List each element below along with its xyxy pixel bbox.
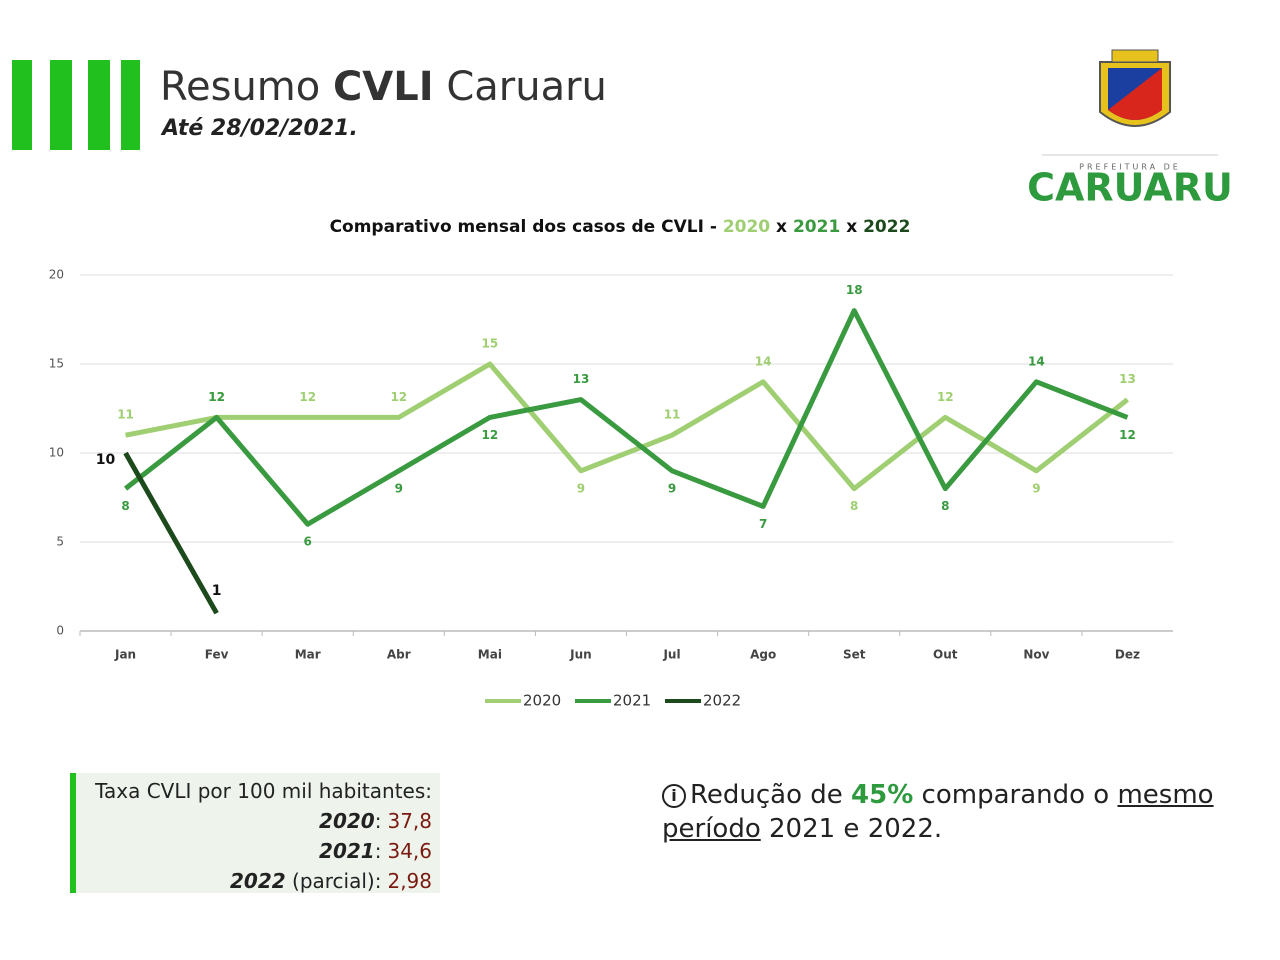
data-label: 9 [1032,481,1040,495]
data-label: 12 [482,428,499,442]
data-label: 10 [96,452,116,468]
logo: PREFEITURA DE CARUARU [1027,49,1233,210]
data-label: 8 [850,499,858,513]
legend-label: 2022 [703,692,741,710]
legend-label: 2020 [523,692,561,710]
data-label: 12 [1119,428,1136,442]
rate-text: : [374,809,382,833]
deco-bar [50,60,72,150]
title-part: Resumo [160,64,333,110]
data-label: 1 [212,583,222,599]
data-label: 7 [759,517,767,531]
series-line [123,451,219,615]
logo-caption: PREFEITURA DE [1079,163,1181,172]
note-part: 45% [851,780,914,810]
y-tick-label: 5 [56,535,64,549]
title-part: Comparativo mensal dos casos de CVLI - [330,217,723,237]
data-label: 18 [846,283,863,297]
data-label: 9 [577,481,585,495]
x-tick-label: Nov [1023,648,1049,662]
rate-row: 2020: 37,8 [76,806,432,836]
title-part: 2021 [793,217,840,237]
logo-inner [1108,68,1162,120]
date: Até 28/02/2021. [162,116,358,141]
data-label: 11 [664,408,681,422]
x-tick-label: Ago [750,648,776,662]
data-label: 14 [755,354,772,368]
data-label: 13 [1119,372,1136,386]
x-tick-label: Dez [1115,648,1140,662]
data-label: 12 [299,390,316,404]
y-tick-label: 15 [49,357,64,371]
deco-bar [12,60,32,150]
rate-value: 2,98 [387,869,432,893]
data-label: 15 [482,337,499,351]
x-tick-label: Jan [114,648,136,662]
series-line [124,308,1129,527]
rates-box: Taxa CVLI por 100 mil habitantes: 2020: 3… [70,773,440,893]
rate-value: 34,6 [387,839,432,863]
data-label: 8 [121,499,129,513]
x-tick-label: Jun [569,648,592,662]
title-part: x [770,217,793,237]
x-tick-label: Abr [387,648,411,662]
rates-heading: Taxa CVLI por 100 mil habitantes: [95,779,432,803]
note-part: comparando o [913,780,1118,810]
y-tick-label: 0 [56,624,64,638]
rate-row: 2022 (parcial): 2,98 [76,866,432,896]
data-label: 12 [937,390,954,404]
rate-year: 2022 [229,869,286,893]
y-tick-label: 10 [49,446,64,460]
title-part: Caruaru [433,64,607,110]
x-tick-label: Mai [478,648,502,662]
data-label: 11 [117,408,134,422]
data-label: 9 [668,481,676,495]
x-tick-label: Fev [205,648,229,662]
note-part: mesmo período [662,780,1214,844]
x-tick-label: Mar [295,648,321,662]
rate-value: 37,8 [387,809,432,833]
rate-row: 2021: 34,6 [76,836,432,866]
title-part: CVLI [332,64,434,110]
rate-year: 2020 [319,809,375,833]
legend-label: 2021 [613,692,651,710]
data-label: 13 [573,372,590,386]
rate-text: (parcial): [285,869,382,893]
data-label: 12 [390,390,407,404]
data-label: 8 [941,499,949,513]
logo-name: CARUARU [1027,166,1233,210]
chart-title: Comparativo mensal dos casos de CVLI - 2… [330,217,911,237]
title-part: x [840,217,863,237]
rate-year: 2021 [319,839,375,863]
note-part: Redução de [690,780,852,810]
deco-bar [88,60,110,150]
logo-crown [1111,49,1159,63]
x-tick-label: Out [933,648,958,662]
note: i Redução de 45% comparando o mesmo perío… [662,778,1222,846]
data-label: 9 [395,481,403,495]
deco-bar [121,60,140,150]
slide-title: Resumo CVLI Caruaru [160,64,607,110]
rates-items: 2020: 37,8 2021: 34,6 2022 (parcial): 2,98 [76,806,432,896]
x-tick-label: Set [843,648,866,662]
x-tick-label: Jul [662,648,680,662]
series-line [125,361,1129,492]
info-icon: i [662,784,686,808]
title-part: 2022 [863,217,910,237]
note-part: 2021 e 2022. [760,814,943,844]
rate-text: : [374,839,382,863]
data-label: 12 [208,390,225,404]
data-label: 6 [304,535,312,549]
title-part: 2020 [723,217,770,237]
data-label: 12 [208,390,225,404]
data-label: 14 [1028,354,1045,368]
y-tick-label: 20 [49,268,64,282]
